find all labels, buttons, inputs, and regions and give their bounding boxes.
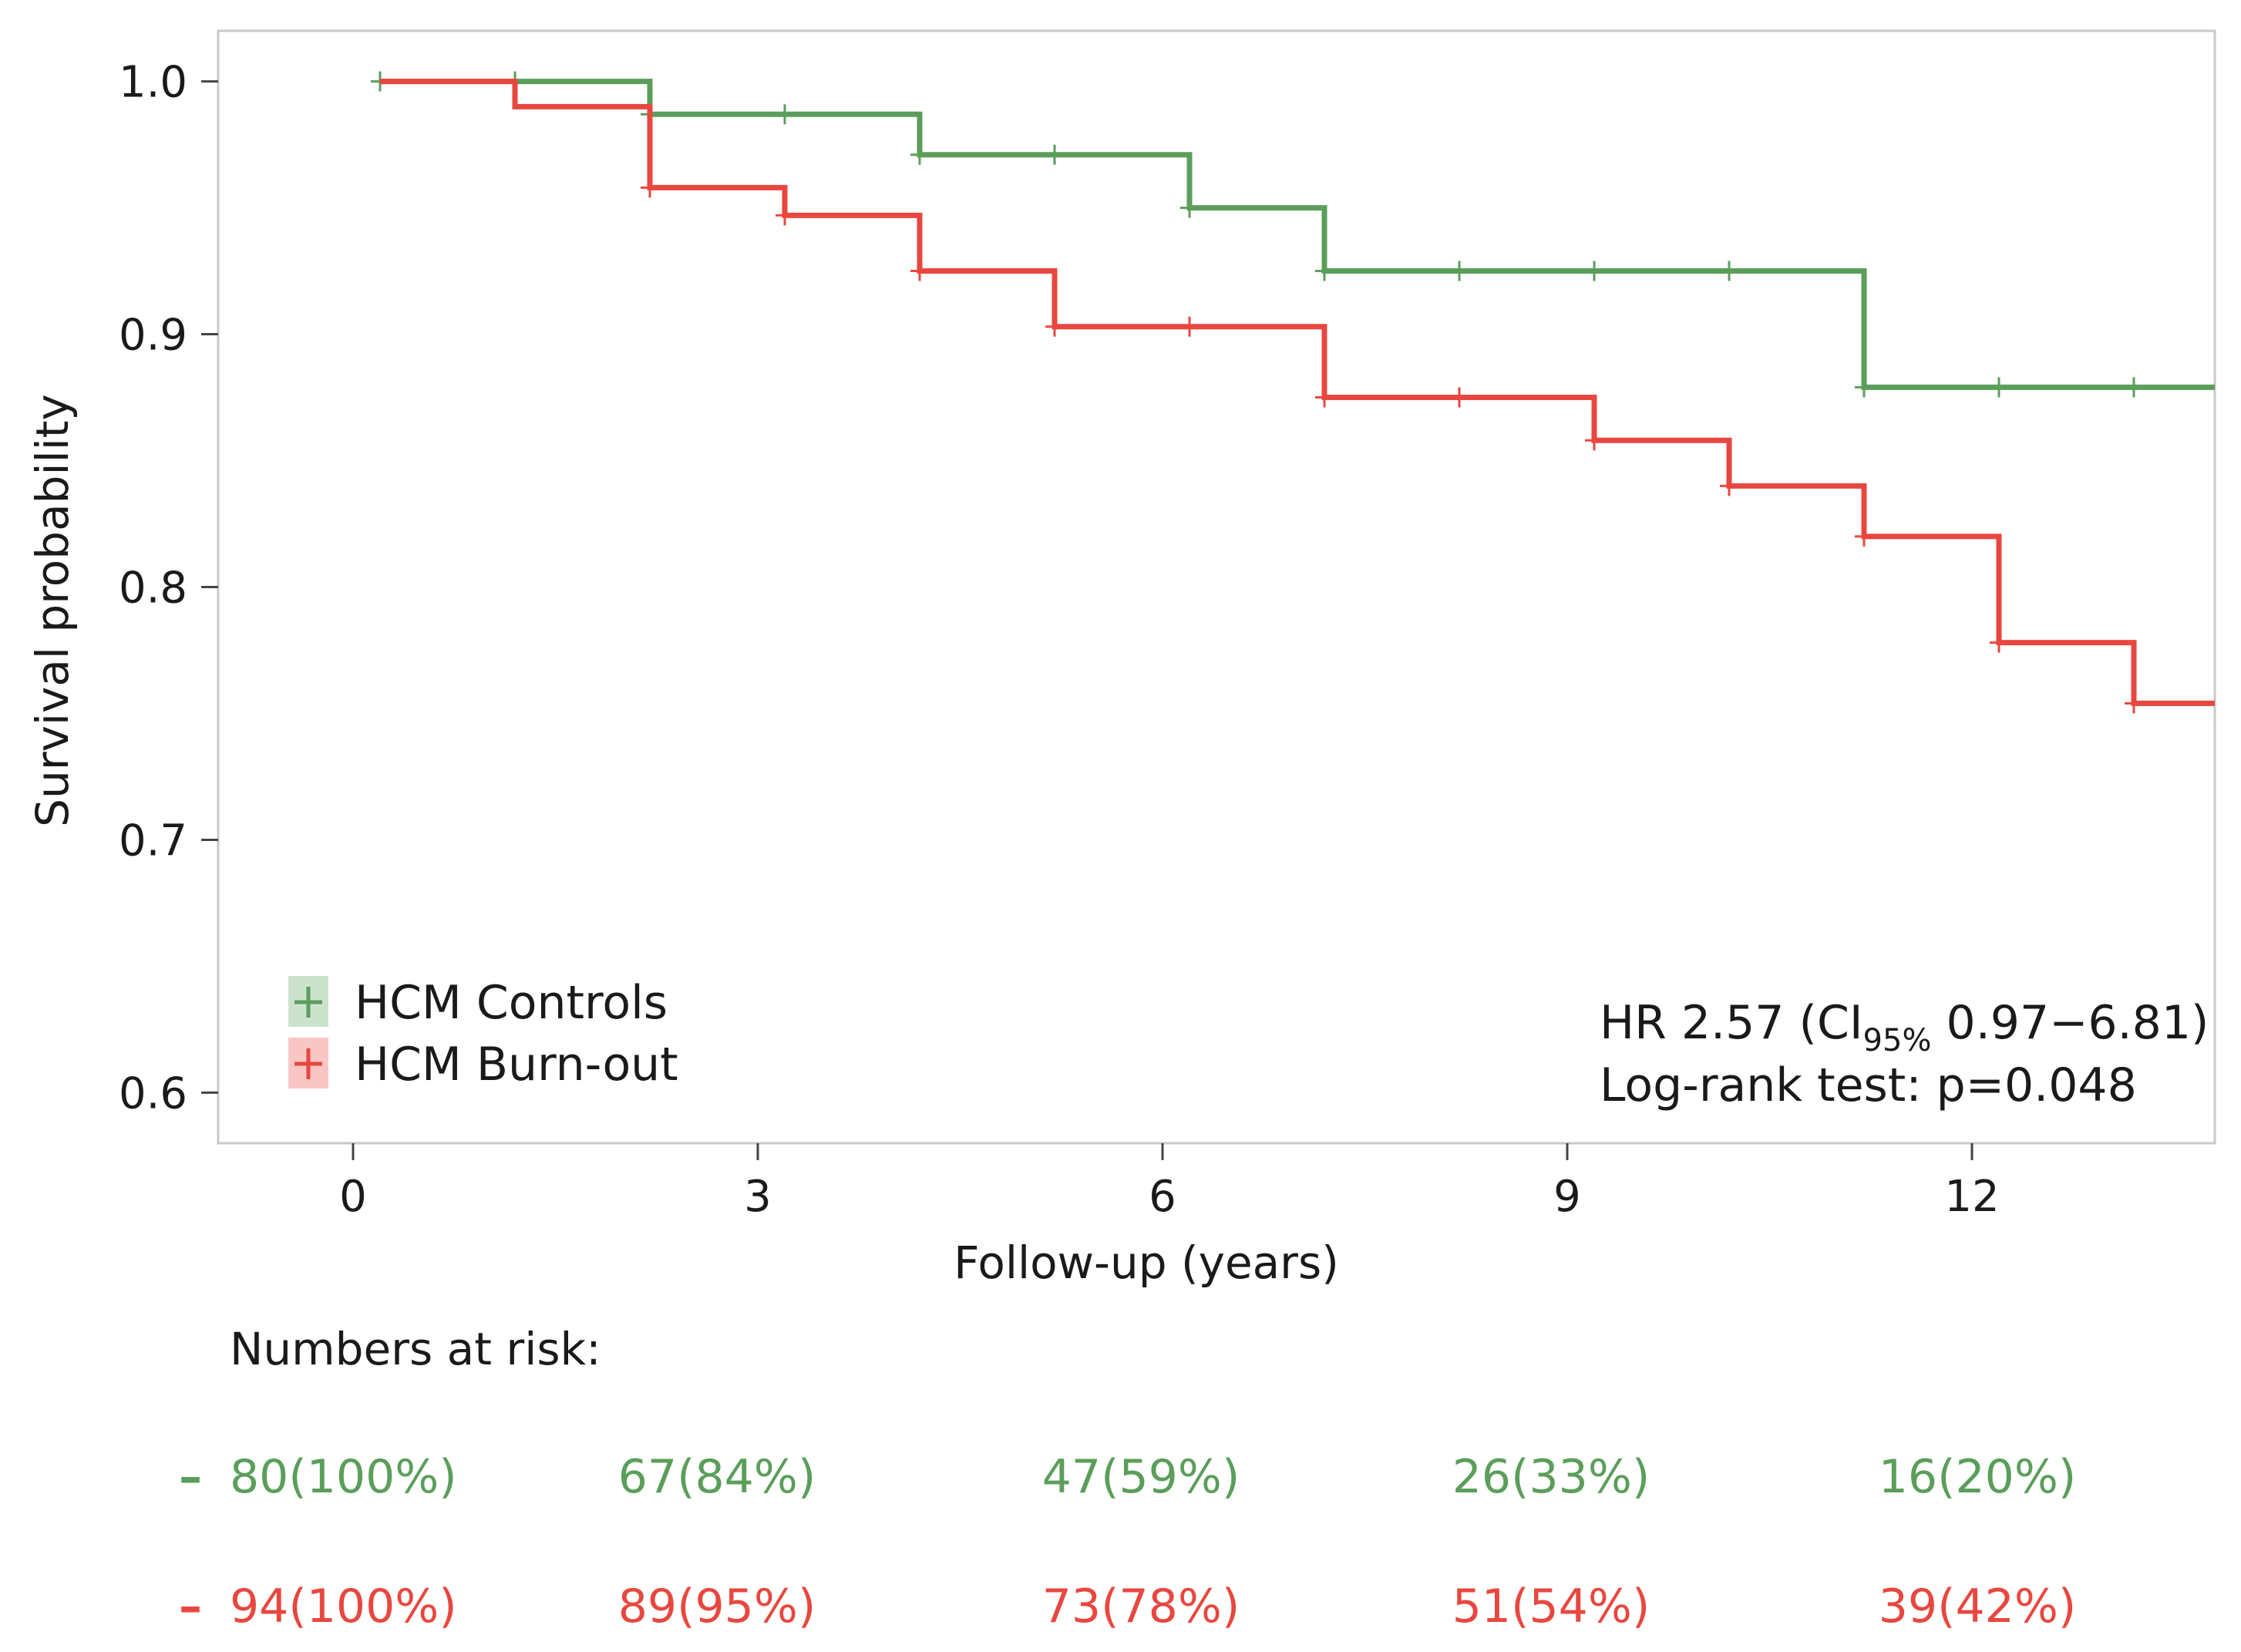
legend: HCM Controls HCM Burn-out (288, 976, 678, 1092)
censor-mark-hcm-controls (1990, 377, 2008, 398)
risk-value-hcm-controls: 16(20%) (1879, 1450, 2077, 1504)
censor-mark-hcm-controls (1585, 261, 1603, 281)
censor-mark-hcm-controls (776, 104, 794, 125)
risk-value-hcm-burn-out: 94(100%) (230, 1580, 457, 1633)
x-tick-label: 12 (1944, 1172, 1999, 1222)
legend-label-hcm-controls: HCM Controls (355, 976, 668, 1030)
censor-mark-hcm-burn-out (1180, 316, 1199, 337)
risk-value-hcm-controls: 26(33%) (1452, 1450, 1650, 1504)
risk-value-hcm-burn-out: 39(42%) (1879, 1580, 2077, 1633)
censor-mark-hcm-controls (910, 144, 929, 165)
censor-mark-hcm-burn-out (2125, 693, 2143, 714)
x-axis-label: Follow-up (years) (954, 1236, 1339, 1289)
y-tick-label: 0.6 (119, 1068, 187, 1119)
censor-mark-hcm-controls (1720, 261, 1738, 281)
censor-mark-hcm-controls (1180, 197, 1199, 218)
risk-value-hcm-controls: 80(100%) (230, 1450, 457, 1504)
y-tick-label: 0.7 (119, 816, 187, 866)
censor-mark-hcm-burn-out (776, 205, 794, 226)
censor-mark-hcm-burn-out (1855, 526, 1873, 547)
censor-mark-hcm-burn-out (1450, 387, 1469, 408)
hr-suffix: 0.97−6.81) (1931, 996, 2209, 1050)
x-axis: 0 3 6 9 12 (339, 1143, 2000, 1222)
censor-mark-hcm-controls (2125, 377, 2143, 398)
risk-value-hcm-controls: 67(84%) (618, 1450, 816, 1504)
censor-mark-hcm-burn-out (1720, 476, 1738, 496)
censor-mark-hcm-burn-out (641, 177, 659, 198)
censor-mark-hcm-burn-out (1990, 632, 2008, 653)
risk-value-hcm-burn-out: 51(54%) (1452, 1580, 1650, 1633)
censor-mark-hcm-burn-out (1585, 430, 1603, 451)
hr-prefix: HR 2.57 (CI (1600, 996, 1863, 1050)
x-tick-label: 9 (1553, 1172, 1581, 1222)
censor-mark-hcm-burn-out (1315, 387, 1334, 408)
y-tick-label: 0.9 (119, 311, 187, 361)
risk-row-marker-hcm-controls: – (179, 1450, 202, 1504)
risk-value-hcm-burn-out: 89(95%) (618, 1580, 816, 1633)
censor-mark-hcm-controls (1450, 261, 1469, 281)
censor-mark-hcm-controls (1855, 377, 1873, 398)
y-axis-label: Survival probability (26, 394, 79, 827)
hazard-ratio-annotation: HR 2.57 (CI95% 0.97−6.81) (1600, 996, 2209, 1058)
y-tick-label: 1.0 (119, 58, 187, 108)
x-tick-label: 0 (339, 1172, 367, 1222)
censor-mark-hcm-controls (1315, 261, 1334, 281)
risk-table-title: Numbers at risk: (230, 1323, 601, 1375)
censor-mark-hcm-burn-out (910, 261, 929, 281)
y-axis: 0.6 0.7 0.8 0.9 1.0 (119, 58, 218, 1119)
x-tick-label: 6 (1149, 1172, 1176, 1222)
legend-label-hcm-burn-out: HCM Burn-out (355, 1038, 678, 1092)
risk-value-hcm-controls: 47(59%) (1042, 1450, 1240, 1504)
censor-mark-hcm-burn-out (1045, 316, 1064, 337)
y-tick-label: 0.8 (119, 564, 187, 614)
risk-value-hcm-burn-out: 73(78%) (1042, 1580, 1240, 1633)
survival-curves (371, 71, 2215, 714)
curve-hcm-burn-out (380, 79, 2215, 706)
risk-row-marker-hcm-burn-out: – (179, 1580, 202, 1633)
risk-table: –80(100%) 67(84%) 47(59%) 26(33%) 16(20%)– 94… (179, 1450, 2076, 1633)
censor-mark-hcm-controls (1045, 144, 1064, 165)
hr-subscript: 95% (1863, 1023, 1932, 1058)
legend-plus-icon (294, 987, 322, 1018)
logrank-annotation: Log-rank test: p=0.048 (1600, 1058, 2137, 1112)
x-tick-label: 3 (744, 1172, 772, 1222)
legend-plus-icon (294, 1048, 322, 1079)
curve-hcm-controls (380, 79, 2215, 390)
